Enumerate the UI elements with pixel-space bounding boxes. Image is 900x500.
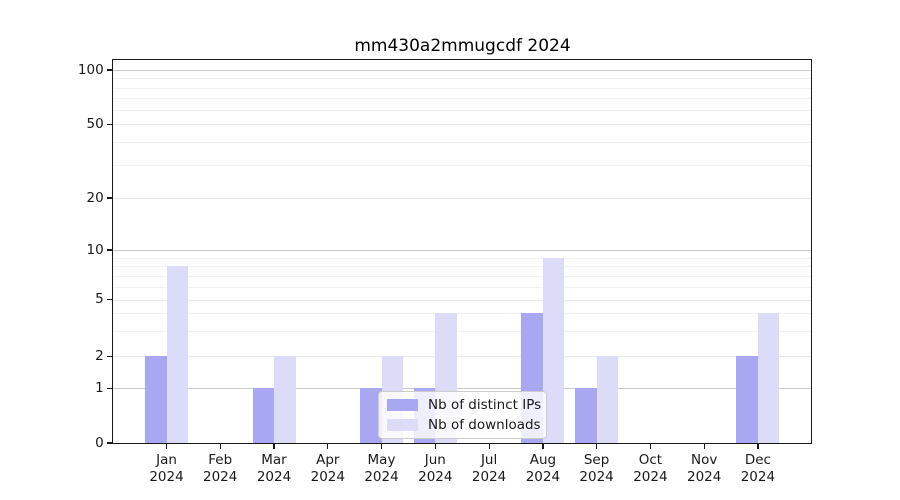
x-tick-mark-0 [165, 443, 168, 449]
legend: Nb of distinct IPs Nb of downloads [378, 391, 547, 439]
x-tick-mark-6 [488, 443, 490, 449]
y-tick-label-5: 5 [95, 291, 104, 307]
x-tick-mark-4 [380, 443, 383, 449]
gridline-minor-80 [112, 87, 812, 89]
legend-label-distinct-ips: Nb of distinct IPs [428, 396, 542, 413]
y-tick-label-2: 2 [95, 347, 104, 364]
x-tick-mark-2 [273, 443, 275, 449]
bar-downloads-dec-2024 [757, 313, 780, 443]
x-tick-label-8: Sep 2024 [579, 452, 614, 485]
gridline-minor-7 [112, 275, 812, 277]
legend-entry-downloads: Nb of downloads [387, 416, 541, 434]
gridline-minor-40 [112, 142, 812, 144]
bar-downloads-jan-2024 [166, 265, 188, 443]
y-tick-label-100: 100 [77, 61, 104, 78]
legend-swatch-downloads [387, 419, 418, 431]
y-tick-mark-50 [107, 123, 113, 125]
y-tick-mark-1 [107, 387, 113, 389]
x-tick-mark-10 [703, 443, 705, 449]
y-tick-mark-5 [107, 298, 113, 301]
y-tick-mark-10 [107, 249, 113, 251]
chart-title: mm430a2mmugcdf 2024 [354, 36, 571, 56]
x-tick-mark-5 [434, 443, 436, 449]
gridline-minor-90 [112, 78, 812, 80]
gridline-50 [112, 124, 812, 126]
x-tick-label-5: Jun 2024 [418, 452, 453, 485]
plot-border [112, 58, 813, 444]
gridline-minor-4 [112, 313, 812, 315]
gridline-100 [112, 70, 812, 71]
legend-label-downloads: Nb of downloads [428, 416, 541, 433]
y-tick-label-1: 1 [95, 379, 104, 396]
gridline-minor-6 [112, 286, 812, 288]
x-tick-label-0: Jan 2024 [149, 452, 184, 485]
gridline-minor-30 [112, 165, 812, 167]
bar-downloads-aug-2024 [542, 257, 565, 443]
x-tick-label-3: Apr 2024 [310, 452, 345, 485]
gridline-minor-3 [112, 331, 812, 333]
gridline-minor-60 [112, 110, 812, 111]
gridline-1 [112, 388, 812, 390]
y-tick-mark-20 [107, 197, 113, 199]
x-tick-label-10: Nov 2024 [687, 452, 722, 485]
legend-entry-distinct-ips: Nb of distinct IPs [387, 396, 542, 414]
gridline-minor-8 [112, 265, 812, 267]
gridline-10 [112, 250, 812, 251]
bar-distinct-ips-dec-2024 [736, 356, 758, 443]
gridline-minor-70 [112, 97, 812, 99]
x-tick-mark-11 [757, 443, 759, 449]
x-tick-mark-9 [649, 443, 652, 449]
x-tick-label-2: Mar 2024 [256, 452, 292, 485]
gridline-20 [112, 198, 812, 199]
x-tick-label-11: Dec 2024 [740, 452, 776, 485]
x-tick-label-4: May 2024 [364, 452, 399, 485]
bar-distinct-ips-jan-2024 [145, 356, 167, 443]
y-tick-label-0: 0 [95, 434, 104, 451]
y-tick-mark-2 [107, 355, 113, 358]
gridline-2 [112, 356, 812, 358]
y-tick-label-50: 50 [86, 115, 104, 132]
x-tick-mark-7 [542, 443, 544, 449]
x-tick-label-9: Oct 2024 [633, 452, 668, 485]
x-tick-label-1: Feb 2024 [203, 452, 238, 485]
legend-swatch-distinct-ips [387, 399, 418, 411]
bar-downloads-sep-2024 [596, 356, 619, 443]
x-tick-mark-8 [596, 443, 598, 449]
y-tick-mark-0 [107, 442, 113, 444]
y-tick-mark-100 [107, 69, 113, 71]
bar-distinct-ips-sep-2024 [575, 388, 597, 443]
bar-distinct-ips-may-2024 [360, 388, 382, 443]
x-tick-mark-3 [327, 443, 329, 449]
x-tick-label-6: Jul 2024 [471, 452, 507, 485]
y-tick-label-10: 10 [86, 241, 104, 258]
gridline-minor-9 [112, 257, 812, 259]
x-tick-label-7: Aug 2024 [525, 452, 561, 485]
y-tick-label-20: 20 [86, 189, 104, 206]
bar-distinct-ips-mar-2024 [252, 388, 274, 443]
bar-downloads-mar-2024 [274, 356, 296, 443]
gridline-5 [112, 299, 812, 301]
x-tick-mark-1 [219, 443, 221, 449]
